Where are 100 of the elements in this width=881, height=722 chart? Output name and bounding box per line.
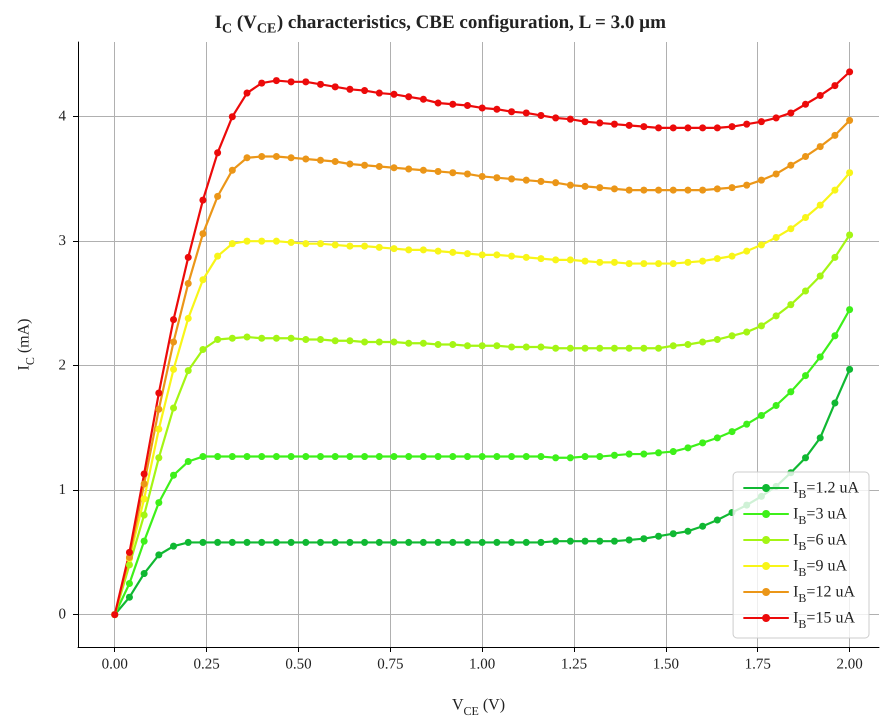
- point: [126, 561, 133, 568]
- point: [317, 80, 324, 88]
- point: [626, 344, 633, 352]
- point: [655, 124, 662, 132]
- point: [670, 260, 677, 268]
- point: [743, 328, 750, 336]
- point: [140, 512, 148, 519]
- point: [405, 246, 412, 254]
- point: [478, 342, 486, 350]
- point: [434, 453, 442, 460]
- point: [714, 185, 721, 192]
- point: [420, 453, 427, 460]
- point: [272, 538, 280, 546]
- point: [244, 238, 251, 245]
- point: [434, 100, 442, 106]
- point: [449, 169, 456, 176]
- point: [582, 258, 589, 265]
- point: [420, 96, 427, 103]
- point: [802, 100, 810, 108]
- y-axis-title: IC (mA): [16, 318, 37, 370]
- point: [288, 78, 295, 86]
- point: [728, 332, 736, 340]
- point: [449, 341, 456, 348]
- point: [640, 535, 648, 542]
- point: [684, 341, 692, 348]
- point: [655, 186, 662, 194]
- point: [332, 158, 339, 166]
- point: [376, 538, 383, 546]
- point: [214, 336, 222, 344]
- point: [728, 428, 736, 436]
- point: [361, 338, 368, 346]
- point: [626, 122, 633, 129]
- point: [640, 186, 648, 194]
- point: [346, 538, 354, 546]
- point: [434, 168, 442, 175]
- point: [670, 342, 677, 350]
- point: [508, 252, 516, 260]
- point: [405, 453, 412, 460]
- point: [258, 334, 266, 342]
- x-tick-label: 2.00: [836, 656, 863, 672]
- point: [346, 160, 354, 168]
- point: [787, 162, 794, 169]
- point: [816, 434, 824, 442]
- point: [434, 341, 442, 348]
- point: [743, 182, 750, 189]
- point: [596, 184, 604, 192]
- point: [537, 178, 544, 185]
- point: [405, 165, 412, 172]
- point: [816, 143, 824, 150]
- point: [478, 172, 486, 180]
- point: [508, 453, 516, 460]
- point: [361, 162, 368, 169]
- point: [816, 202, 824, 209]
- point: [655, 260, 662, 268]
- point: [493, 106, 500, 113]
- point: [508, 108, 516, 116]
- point: [214, 149, 222, 156]
- point: [258, 538, 266, 546]
- point: [464, 342, 471, 350]
- point: [816, 353, 824, 360]
- point: [420, 340, 427, 347]
- point: [390, 164, 398, 172]
- point: [184, 367, 192, 374]
- point: [508, 538, 516, 546]
- point: [552, 114, 560, 122]
- point: [640, 260, 648, 268]
- point: [493, 342, 500, 350]
- point: [390, 90, 398, 98]
- point: [376, 90, 383, 97]
- point: [170, 316, 178, 324]
- point: [390, 538, 398, 546]
- point: [288, 334, 295, 342]
- point: [846, 68, 854, 76]
- point: [302, 538, 310, 546]
- point: [582, 182, 589, 190]
- point: [140, 480, 148, 488]
- point: [610, 258, 618, 266]
- point: [361, 242, 368, 250]
- point: [390, 245, 398, 252]
- point: [728, 252, 736, 260]
- point: [596, 453, 604, 460]
- point: [346, 242, 354, 250]
- point: [376, 162, 383, 170]
- point: [831, 82, 838, 90]
- point: [522, 453, 530, 460]
- point: [155, 390, 162, 397]
- x-tick-label: 1.25: [560, 656, 588, 672]
- point: [376, 338, 383, 346]
- point: [199, 230, 206, 238]
- point: [816, 272, 824, 280]
- point: [566, 116, 574, 123]
- point: [772, 312, 780, 320]
- point: [449, 100, 456, 108]
- point: [332, 83, 339, 90]
- point: [464, 102, 471, 109]
- point: [699, 258, 706, 265]
- point: [464, 538, 471, 546]
- point: [155, 499, 162, 506]
- y-tick-label: 1: [58, 482, 66, 498]
- point: [464, 250, 471, 258]
